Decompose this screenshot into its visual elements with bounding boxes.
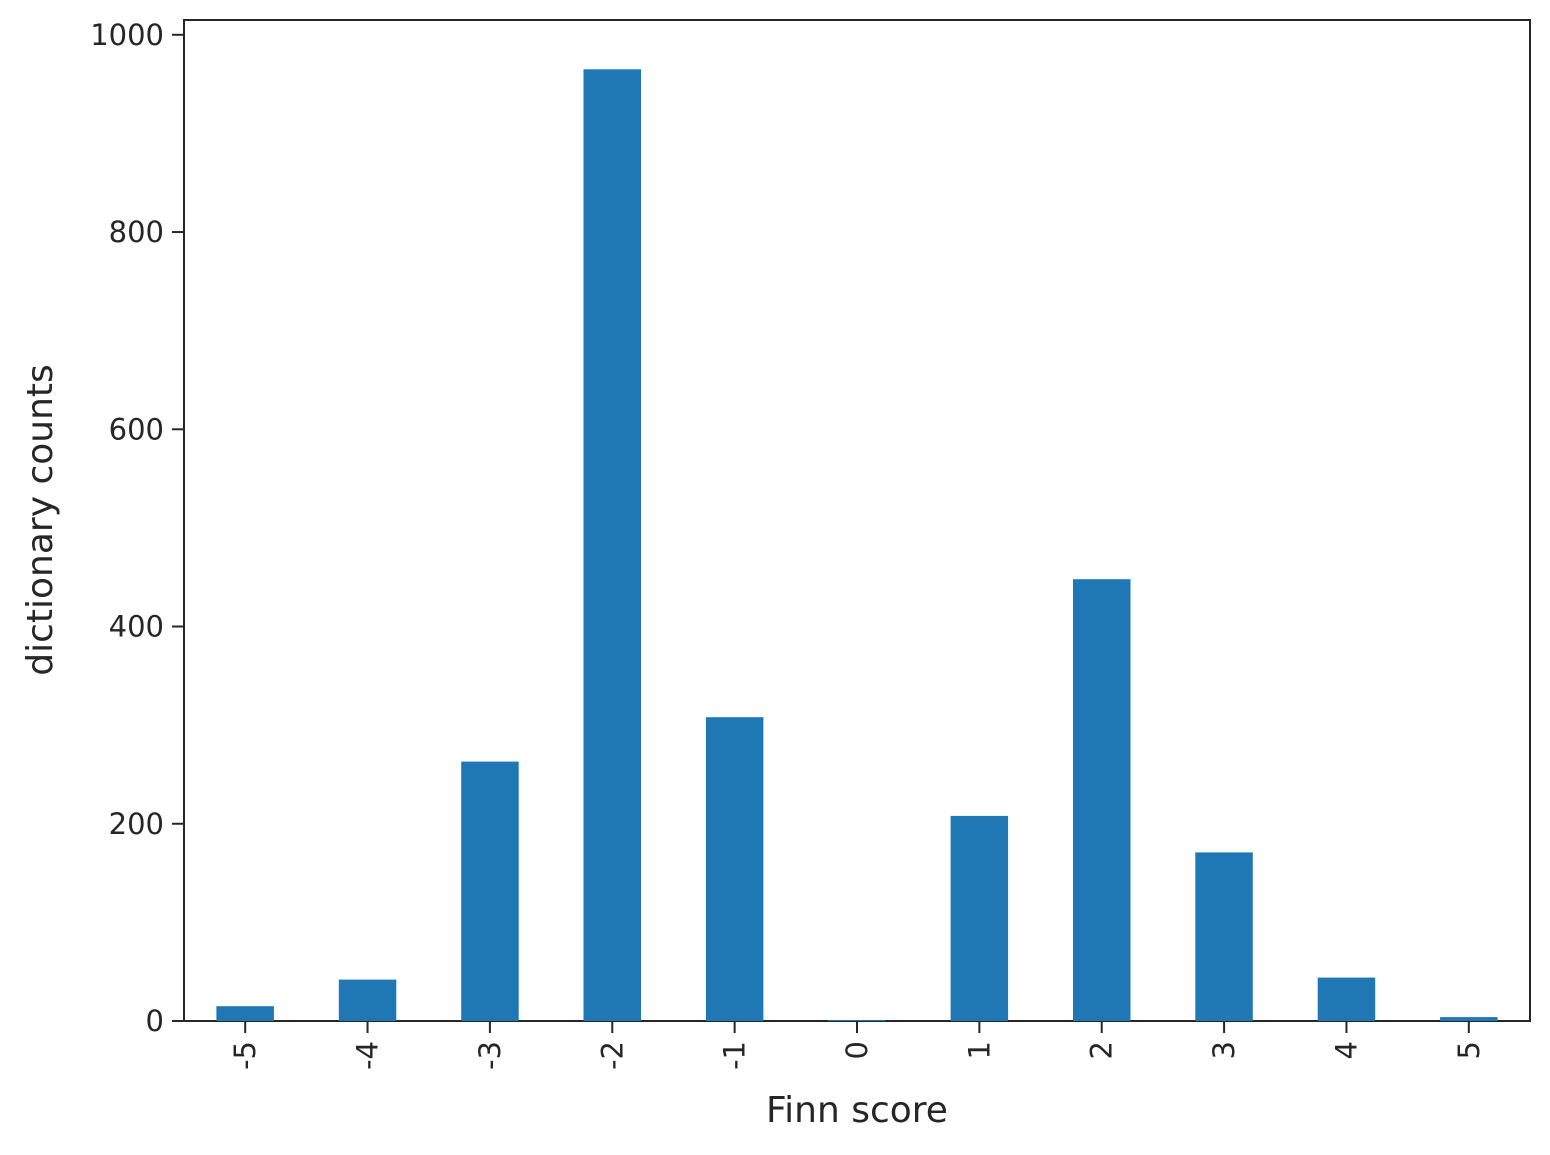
bar-4 (1317, 977, 1376, 1021)
x-tick-label: -1 (718, 1041, 752, 1070)
bars (216, 69, 1498, 1022)
x-tick-label: 4 (1329, 1041, 1363, 1059)
x-tick-label: -2 (595, 1041, 629, 1070)
bar--3 (461, 761, 519, 1021)
x-axis: -5 -4 -3 -2 -1 0 1 2 3 4 5 (228, 1021, 1486, 1070)
bar--4 (338, 979, 397, 1021)
x-tick-label: 5 (1452, 1041, 1486, 1059)
x-tick-label: -4 (351, 1041, 385, 1070)
y-axis-label: dictionary counts (20, 364, 61, 676)
y-axis: 0 200 400 600 800 1000 (90, 18, 184, 1038)
y-tick-label: 200 (109, 807, 164, 841)
bar-2 (1073, 579, 1131, 1021)
x-tick-label: -3 (473, 1041, 507, 1070)
y-tick-label: 800 (109, 215, 164, 249)
y-tick-label: 400 (109, 610, 164, 644)
bar--5 (216, 1006, 274, 1021)
y-tick-label: 600 (109, 412, 164, 446)
x-axis-label: Finn score (766, 1090, 948, 1131)
bar-5 (1440, 1017, 1498, 1021)
y-tick-label: 0 (146, 1004, 164, 1038)
x-tick-label: 2 (1085, 1041, 1119, 1059)
bar--2 (583, 69, 641, 1022)
x-tick-label: 3 (1207, 1041, 1241, 1059)
x-tick-label: 0 (840, 1041, 874, 1059)
bar-0 (828, 1020, 886, 1021)
y-tick-label: 1000 (90, 18, 164, 52)
x-tick-label: -5 (228, 1041, 262, 1070)
bar--1 (705, 717, 764, 1021)
bar-1 (950, 815, 1009, 1021)
bar-3 (1195, 852, 1253, 1021)
plot-area (183, 19, 1531, 1022)
x-tick-label: 1 (962, 1041, 996, 1059)
